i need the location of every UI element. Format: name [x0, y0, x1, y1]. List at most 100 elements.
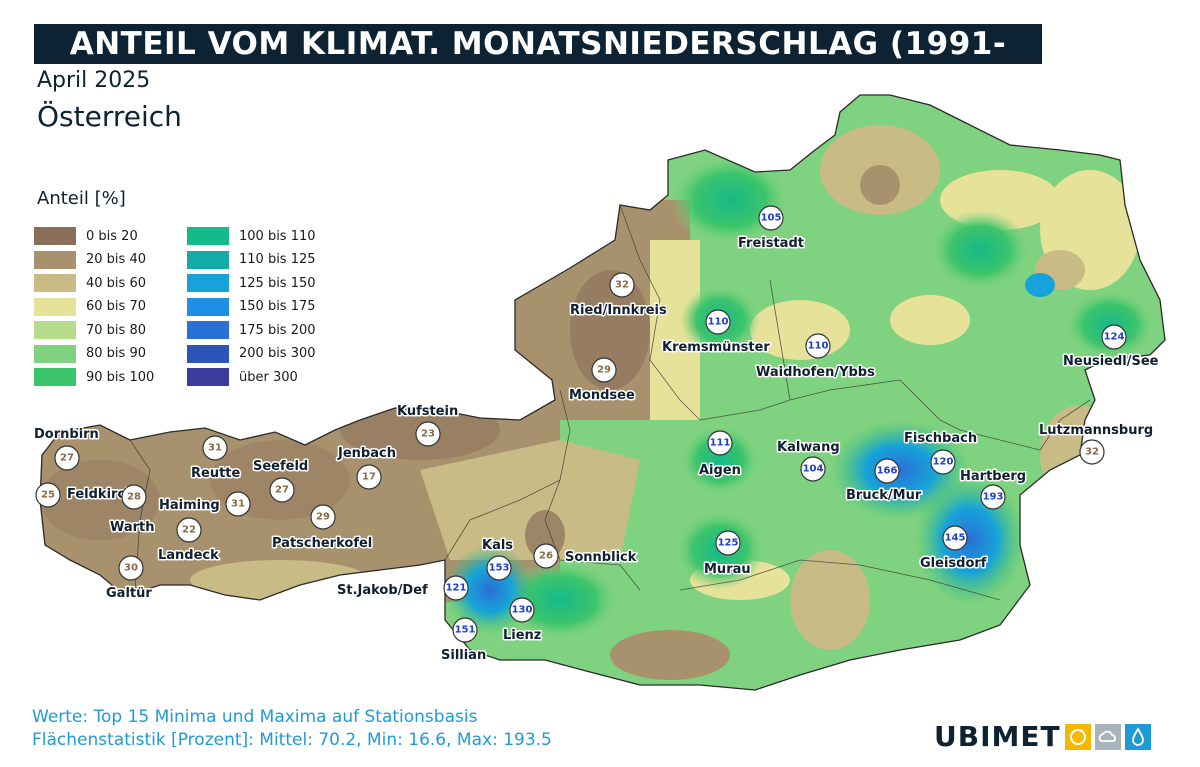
- legend-title: Anteil [%]: [37, 188, 126, 209]
- station-mondsee: 29 Mondsee: [568, 357, 636, 405]
- station-marker: [707, 430, 733, 456]
- legend-label: 100 bis 110: [239, 228, 316, 244]
- station-freistadt: 105 Freistadt: [737, 205, 805, 253]
- station-patscherkofel: 29 Patscherkofel: [271, 504, 374, 553]
- station-value: 32: [1085, 447, 1099, 458]
- station-waidhofen-ybbs: 110 Waidhofen/Ybbs: [755, 333, 877, 382]
- station-value: 17: [362, 472, 376, 483]
- station-marker: [443, 575, 469, 601]
- station-marker: [1079, 439, 1105, 465]
- station-marker: [176, 517, 202, 543]
- station-value: 31: [231, 499, 245, 510]
- legend-item: 60 bis 70: [34, 297, 146, 316]
- station-fischbach: 120 Fischbach: [903, 430, 979, 475]
- station-value: 120: [933, 457, 954, 468]
- legend-swatch: [34, 321, 76, 339]
- station-name: Fischbach: [904, 431, 977, 446]
- station-marker: [121, 484, 147, 510]
- station-sillian: 151 Sillian: [440, 617, 488, 665]
- legend-item: 40 bis 60: [34, 274, 146, 292]
- station-value: 22: [182, 525, 196, 536]
- station-value: 23: [421, 429, 435, 440]
- legend-label: 200 bis 300: [239, 346, 316, 361]
- legend-item: 90 bis 100: [34, 368, 154, 386]
- legend-item: über 300: [187, 368, 298, 386]
- station-ried-innkreis: 32 Ried/Innkreis: [569, 272, 669, 320]
- station-name: Neusiedl/See: [1063, 354, 1159, 369]
- legend-swatch: [187, 297, 229, 316]
- legend-label: 40 bis 60: [86, 275, 146, 291]
- station-marker: [800, 456, 826, 482]
- station-value: 124: [1104, 332, 1125, 343]
- station-value: 26: [539, 551, 553, 562]
- station-marker: [705, 309, 731, 335]
- legend-label: 175 bis 200: [239, 322, 316, 338]
- legend-label: über 300: [239, 369, 298, 385]
- station-marker: [591, 357, 617, 383]
- station-name: Gleisdorf: [920, 556, 987, 571]
- legend-label: 150 bis 175: [239, 299, 316, 314]
- station-marker: [942, 525, 968, 551]
- station-marker: [874, 458, 900, 484]
- station-name: Galtür: [106, 586, 152, 601]
- station-value: 151: [455, 625, 476, 636]
- station-galt-r: 30 Galtür: [105, 555, 154, 603]
- legend-label: 80 bis 90: [86, 346, 146, 361]
- station-marker: [609, 272, 635, 298]
- station-marker: [356, 464, 382, 490]
- footer-note: Werte: Top 15 Minima und Maxima auf Stat…: [32, 707, 478, 727]
- legend-swatch: [34, 250, 76, 269]
- station-bruck-mur: 166 Bruck/Mur: [845, 458, 923, 505]
- station-landeck: 22 Landeck: [157, 517, 221, 565]
- legend-item: 125 bis 150: [187, 274, 316, 292]
- station-name: Lienz: [503, 628, 541, 643]
- station-jenbach: 17 Jenbach: [336, 445, 397, 490]
- legend-label: 60 bis 70: [86, 299, 146, 314]
- station-dornbirn: 27 Dornbirn: [33, 426, 100, 471]
- legend-swatch: [187, 274, 229, 292]
- station-name: Kufstein: [397, 404, 458, 419]
- station-value: 193: [983, 492, 1004, 503]
- legend-label: 20 bis 40: [86, 252, 146, 267]
- station-hartberg: 193 Hartberg: [959, 468, 1028, 510]
- station-lutzmannsburg: 32 Lutzmannsburg: [1038, 422, 1155, 465]
- region-label: Österreich: [37, 100, 182, 133]
- station-feldkirch: 25 Feldkirch: [35, 482, 136, 508]
- brand-name: UBIMET: [934, 720, 1061, 753]
- station-value: 28: [127, 492, 141, 503]
- station-gleisdorf: 145 Gleisdorf: [919, 525, 988, 573]
- station-value: 166: [877, 466, 898, 477]
- station-marker: [1101, 324, 1127, 350]
- station-value: 30: [124, 563, 138, 574]
- station-murau: 125 Murau: [703, 530, 752, 579]
- station-marker: [202, 435, 228, 461]
- station-name: Patscherkofel: [272, 536, 372, 551]
- station-value: 29: [316, 512, 330, 523]
- period-label: April 2025: [37, 68, 151, 93]
- station-value: 111: [710, 438, 731, 449]
- legend-label: 70 bis 80: [86, 322, 146, 338]
- footer-statistics: Flächenstatistik [Prozent]: Mittel: 70.2…: [32, 730, 552, 750]
- station-value: 105: [761, 213, 782, 224]
- station-name: Bruck/Mur: [846, 488, 922, 503]
- station-value: 29: [597, 365, 611, 376]
- station-marker: [269, 477, 295, 503]
- station-aigen: 111 Aigen: [698, 430, 742, 480]
- station-sonnblick: 26 Sonnblick: [533, 543, 638, 569]
- station-name: Feldkirch: [67, 487, 134, 502]
- station-marker: [758, 205, 784, 231]
- legend-swatch: [34, 297, 76, 316]
- legend-label: 110 bis 125: [239, 252, 316, 267]
- station-marker: [452, 617, 478, 643]
- station-value: 31: [208, 443, 222, 454]
- station-value: 104: [803, 464, 824, 475]
- station-name: Murau: [704, 562, 751, 577]
- station-markers: 105 Freistadt 32 Ried/Innkreis 110 Kremsmünst…: [33, 205, 1160, 665]
- station-marker: [930, 449, 956, 475]
- legend-label: 90 bis 100: [86, 369, 155, 385]
- station-marker: [486, 555, 512, 581]
- station-value: 153: [489, 563, 510, 574]
- station-name: Jenbach: [337, 446, 396, 461]
- station-kals: 153 Kals: [481, 537, 515, 581]
